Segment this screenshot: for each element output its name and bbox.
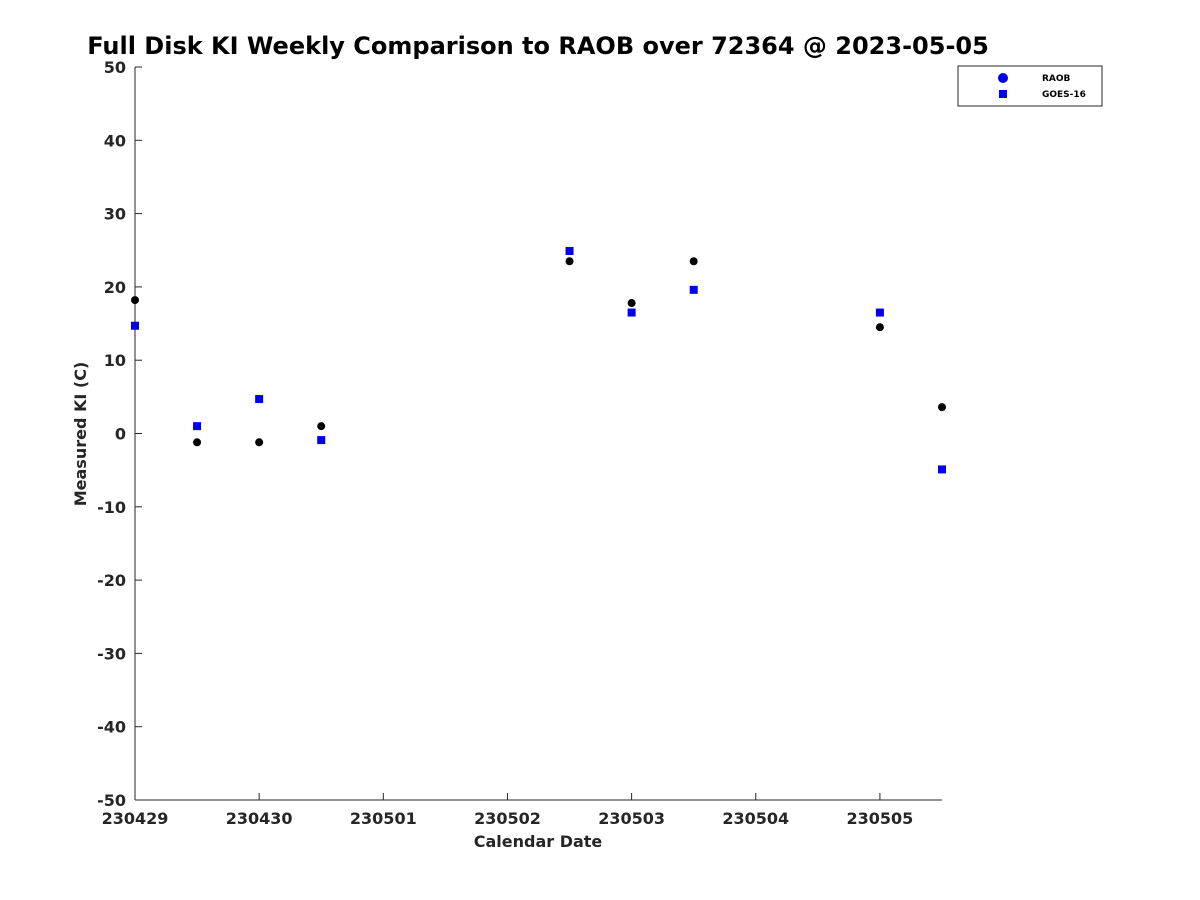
axes — [134, 67, 942, 801]
raob-point — [317, 422, 326, 431]
y-tick-label: 40 — [104, 131, 126, 150]
goes16-point — [255, 395, 264, 404]
x-tick-label: 230502 — [474, 809, 541, 828]
goes16-point — [193, 422, 202, 431]
y-tick-label: 0 — [115, 425, 126, 444]
goes16-point — [875, 308, 884, 317]
y-tick-label: 30 — [104, 205, 126, 224]
x-tick-label: 230430 — [226, 809, 293, 828]
goes16-point — [131, 321, 139, 330]
raob-point — [131, 296, 139, 305]
x-axis-label: Calendar Date — [474, 832, 603, 851]
y-tick-label: 20 — [104, 278, 126, 297]
x-tick-label: 230505 — [847, 809, 914, 828]
raob-point — [565, 257, 574, 266]
x-tick-label: 230504 — [722, 809, 789, 828]
raob-point — [627, 299, 636, 308]
legend-raob-marker — [998, 73, 1008, 83]
y-tick-label: 50 — [104, 58, 126, 77]
y-ticks: -50 -40 -30 -20 -10 0 10 20 30 40 50 — [97, 58, 142, 810]
x-tick-label: 230501 — [350, 809, 417, 828]
chart-title: Full Disk KI Weekly Comparison to RAOB o… — [87, 32, 989, 60]
y-tick-label: -30 — [97, 644, 126, 663]
y-tick-label: -20 — [97, 571, 126, 590]
legend-box — [957, 65, 1103, 107]
goes16-point — [938, 465, 946, 474]
goes16-point — [317, 436, 326, 445]
legend: RAOB GOES-16 — [957, 65, 1103, 107]
legend-goes16-marker — [999, 90, 1007, 98]
y-tick-label: -50 — [97, 791, 126, 810]
y-axis-label: Measured KI (C) — [71, 362, 90, 507]
raob-point — [255, 438, 264, 447]
raob-point — [193, 438, 202, 447]
y-tick-label: -40 — [97, 718, 126, 737]
goes16-point — [627, 308, 636, 317]
raob-point — [875, 323, 884, 332]
goes16-point — [689, 285, 698, 294]
raob-point — [689, 257, 698, 266]
legend-goes16-label: GOES-16 — [1042, 90, 1086, 100]
x-ticks: 230429 230430 230501 230502 230503 230504 2305… — [102, 793, 914, 828]
legend-raob-label: RAOB — [1042, 74, 1071, 84]
y-tick-label: 10 — [104, 351, 126, 370]
x-tick-label: 230503 — [598, 809, 665, 828]
data-series — [131, 246, 946, 474]
x-tick-label: 230429 — [102, 809, 169, 828]
raob-point — [938, 403, 946, 412]
goes16-point — [565, 246, 574, 255]
y-tick-label: -10 — [97, 498, 126, 517]
